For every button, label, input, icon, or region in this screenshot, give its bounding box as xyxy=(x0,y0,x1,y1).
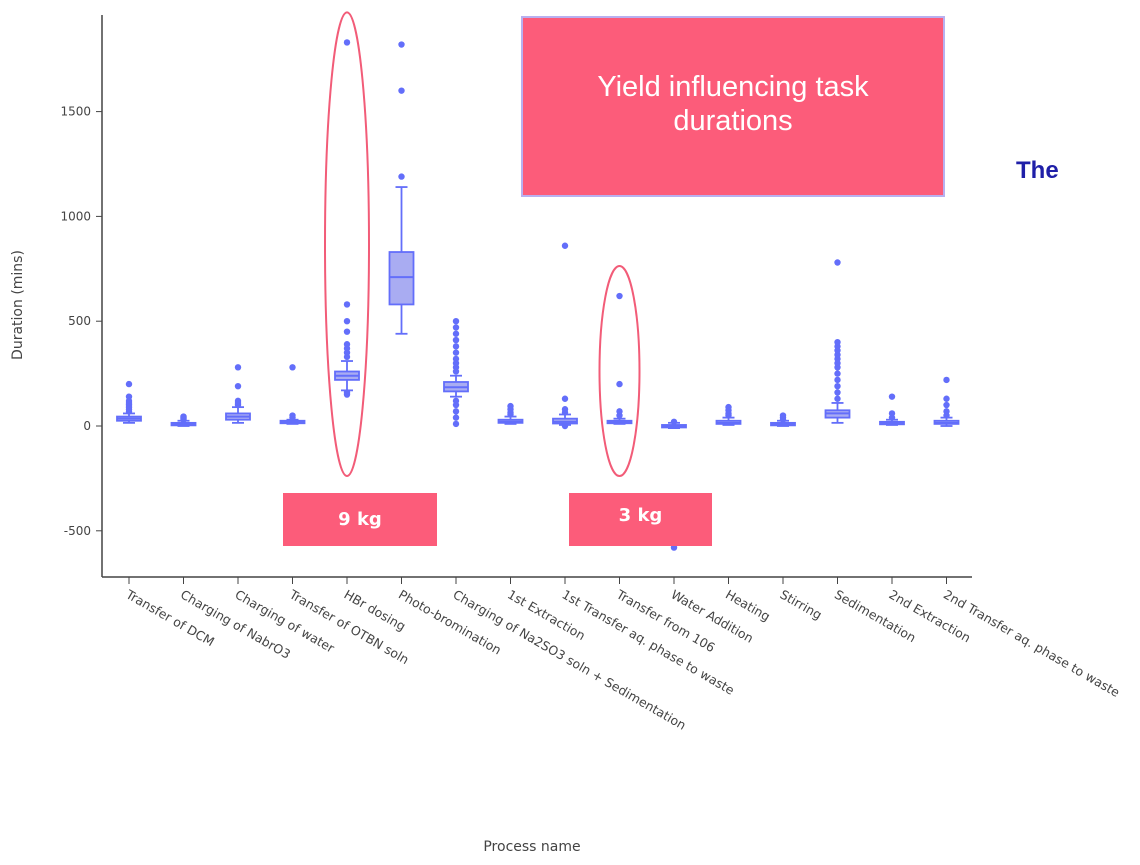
outlier-point xyxy=(452,420,460,428)
x-tick-label: 2nd Transfer aq. phase to waste xyxy=(941,587,1123,701)
outlier-point xyxy=(452,355,460,363)
box-9 xyxy=(552,242,578,430)
box-13 xyxy=(770,412,796,427)
y-tick-label: 1500 xyxy=(60,105,91,119)
outlier-point xyxy=(452,330,460,337)
y-tick-label: 0 xyxy=(83,419,91,433)
outlier-point xyxy=(888,393,896,400)
outlier-point xyxy=(343,301,351,308)
outlier-point xyxy=(943,395,950,402)
outlier-point xyxy=(398,87,405,94)
outlier-point xyxy=(616,292,623,300)
title-callout-text: Yield influencing task durations xyxy=(597,71,869,137)
outlier-point xyxy=(452,349,460,356)
outlier-point xyxy=(507,402,514,410)
box-7 xyxy=(443,318,469,428)
y-tick-label: 500 xyxy=(68,314,91,328)
outlier-point xyxy=(561,422,569,430)
truncated-heading: The xyxy=(1016,157,1059,184)
outlier-point xyxy=(234,364,242,371)
outlier-point xyxy=(834,338,841,346)
outlier-point xyxy=(943,401,950,409)
box-8 xyxy=(497,402,524,425)
outlier-point xyxy=(888,410,896,417)
outlier-point xyxy=(452,336,460,344)
outlier-point xyxy=(834,389,841,396)
outlier-point xyxy=(452,318,460,325)
highlight-ellipses xyxy=(324,11,641,477)
x-axis-label: Process name xyxy=(483,839,580,855)
x-tick-label: Photo-bromination xyxy=(396,587,504,658)
outlier-point xyxy=(289,364,296,371)
outlier-point xyxy=(943,376,950,384)
box-12 xyxy=(715,403,742,426)
outlier-point xyxy=(725,403,732,411)
outlier-point xyxy=(398,41,405,48)
outlier-point xyxy=(834,382,841,390)
outlier-point xyxy=(561,242,569,249)
kg-callout-right: 3 kg xyxy=(569,493,712,546)
outlier-point xyxy=(180,413,187,420)
outlier-point xyxy=(452,408,460,415)
box-11 xyxy=(661,418,687,551)
outlier-point xyxy=(343,389,351,396)
title-callout: Yield influencing task durations xyxy=(521,16,945,197)
outlier-point xyxy=(343,318,351,325)
box-series xyxy=(116,39,960,551)
outlier-point xyxy=(234,382,242,390)
box-10 xyxy=(606,292,633,425)
outlier-point xyxy=(670,418,678,426)
outlier-point xyxy=(561,406,569,413)
outlier-point xyxy=(234,397,242,405)
box-16 xyxy=(933,376,960,427)
outlier-point xyxy=(779,412,787,419)
outlier-point xyxy=(943,408,950,415)
box-1 xyxy=(116,380,142,424)
outlier-point xyxy=(125,393,133,400)
outlier-point xyxy=(452,324,460,331)
highlight-ellipse-2 xyxy=(598,265,641,477)
outlier-point xyxy=(398,173,405,180)
y-ticks: -500 0 500 1000 1500 xyxy=(60,105,102,538)
outlier-point xyxy=(452,397,460,405)
box-5 xyxy=(334,39,360,398)
box-14 xyxy=(824,259,851,424)
outlier-point xyxy=(125,380,133,388)
highlight-ellipse-1 xyxy=(324,11,370,477)
outlier-point xyxy=(834,395,841,402)
y-tick-label: -500 xyxy=(64,524,91,538)
outlier-point xyxy=(834,370,841,377)
kg-callout-right-text: 3 kg xyxy=(618,505,663,526)
box-2 xyxy=(170,413,197,427)
outlier-point xyxy=(343,328,351,335)
kg-callout-left: 9 kg xyxy=(283,493,437,546)
outlier-point xyxy=(561,395,569,402)
outlier-point xyxy=(343,341,351,348)
kg-callout-left-text: 9 kg xyxy=(338,509,382,530)
box-15 xyxy=(879,393,905,426)
outlier-point xyxy=(834,259,841,266)
y-tick-label: 1000 xyxy=(60,209,91,223)
outlier-point xyxy=(343,39,351,46)
outlier-point xyxy=(452,343,460,350)
box-6 xyxy=(388,41,415,335)
outlier-point xyxy=(289,412,296,419)
outlier-point xyxy=(616,380,623,388)
box-4 xyxy=(279,364,306,425)
box-3 xyxy=(225,364,251,424)
outlier-point xyxy=(616,408,623,415)
box-body xyxy=(388,251,415,306)
outlier-point xyxy=(452,414,460,421)
outlier-point xyxy=(834,376,841,384)
x-tick-label: Stirring xyxy=(778,587,825,623)
y-axis-label: Duration (mins) xyxy=(10,250,26,360)
axes xyxy=(101,15,972,578)
